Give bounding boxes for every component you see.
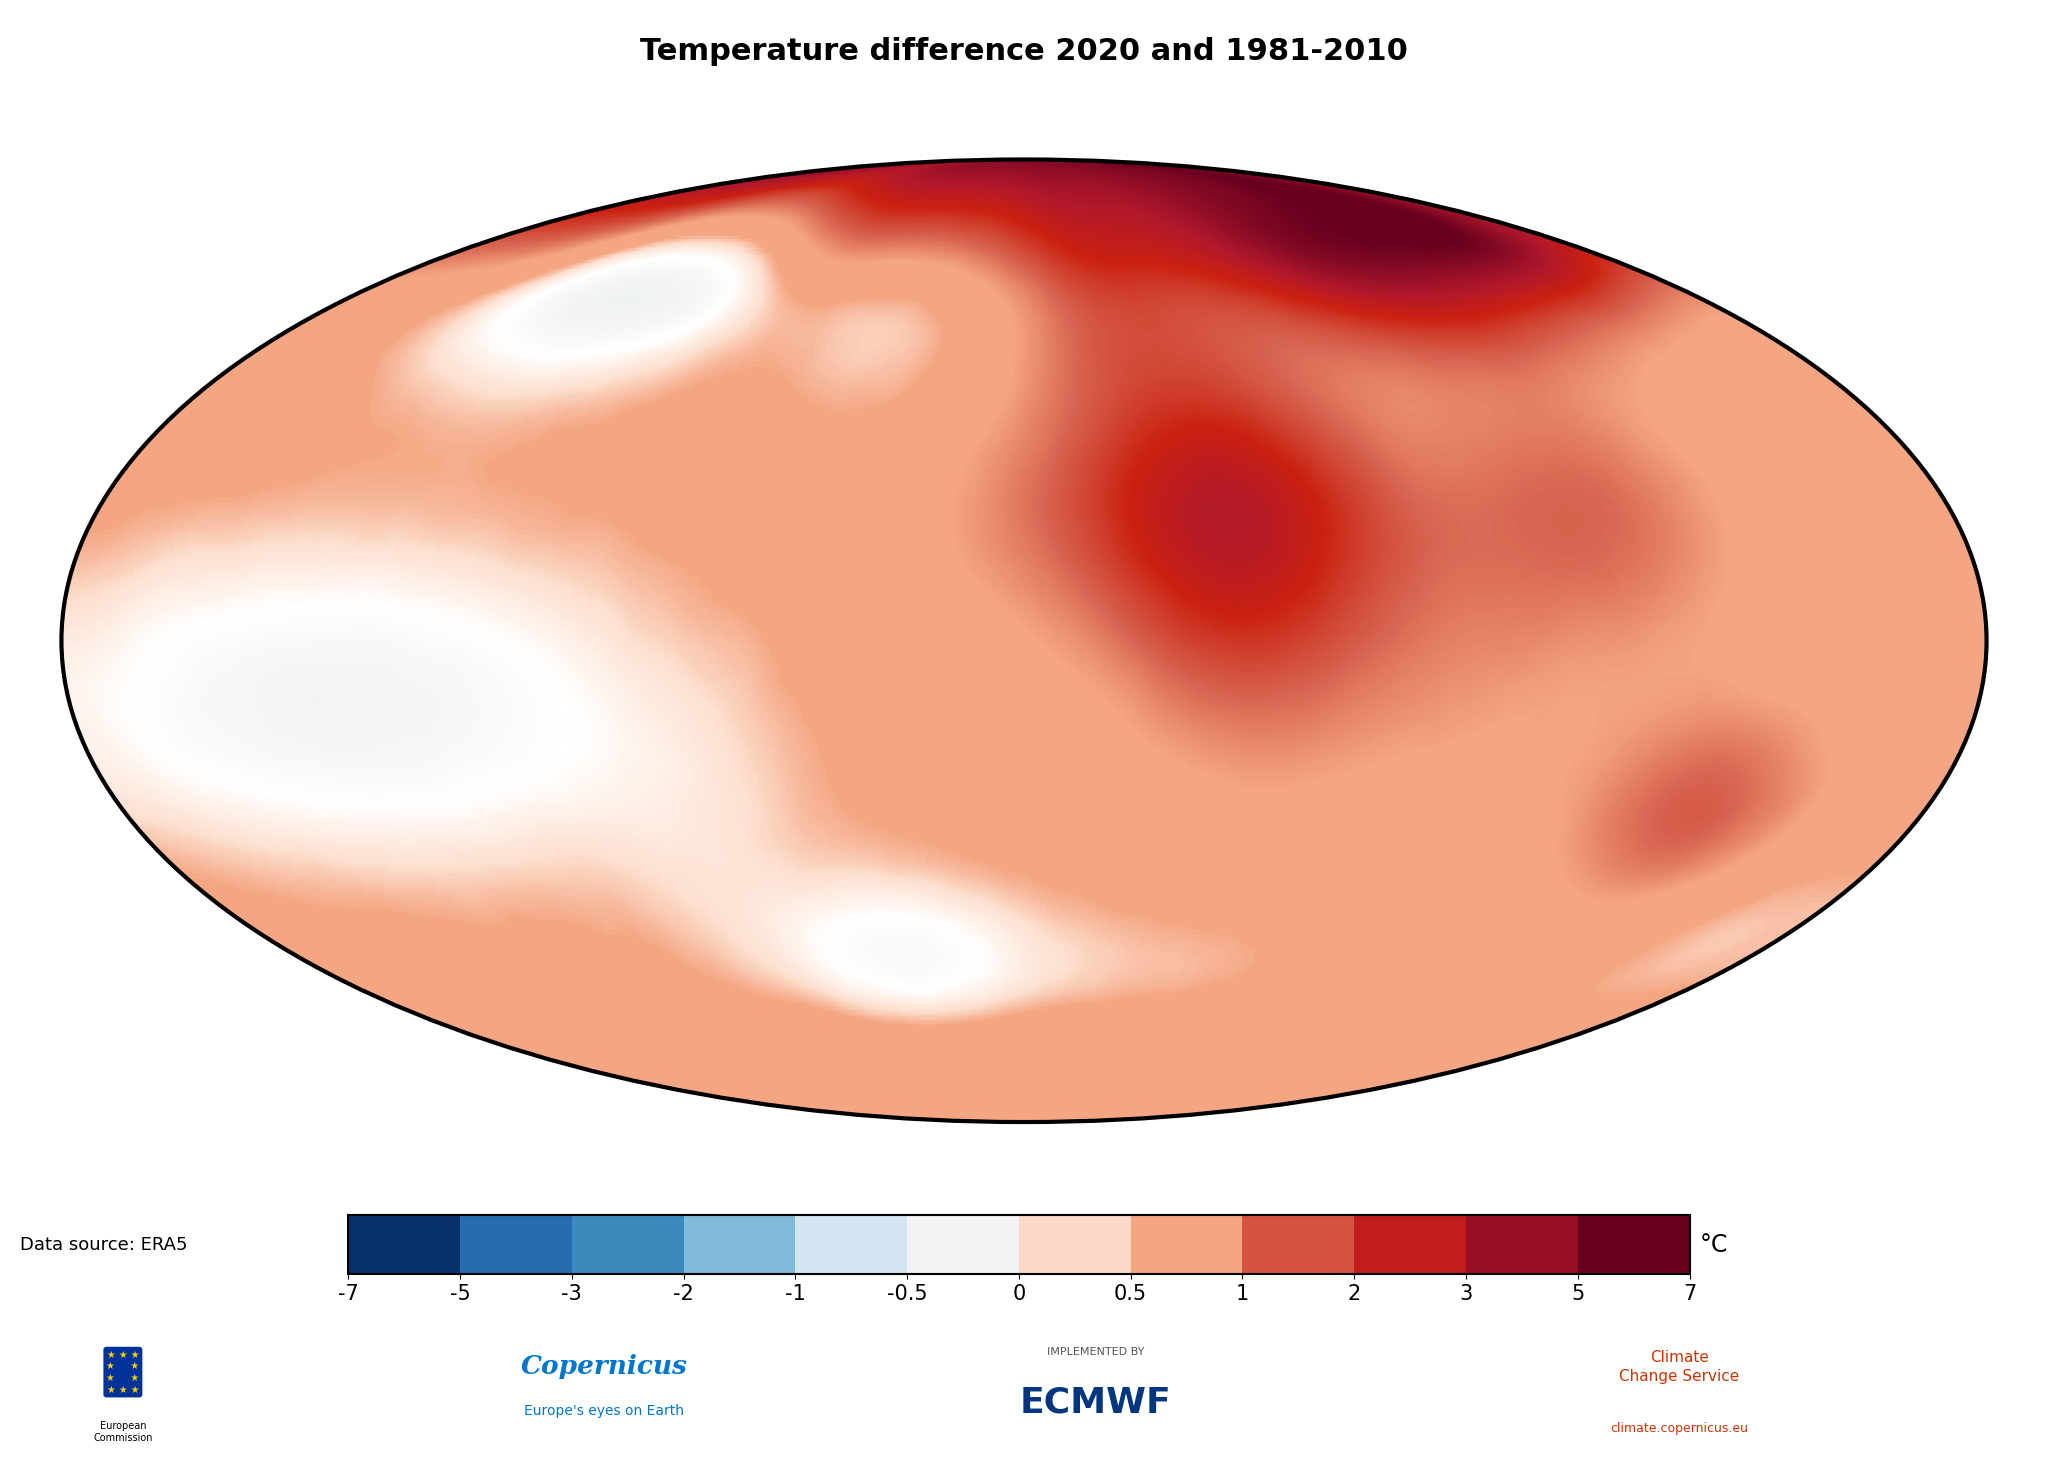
Text: Climate
Change Service: Climate Change Service [1620,1349,1739,1385]
Text: Temperature difference 2020 and 1981-2010: Temperature difference 2020 and 1981-201… [641,37,1407,66]
Text: Europe's eyes on Earth: Europe's eyes on Earth [524,1404,684,1418]
Text: ECMWF: ECMWF [1020,1385,1171,1420]
Text: climate.copernicus.eu: climate.copernicus.eu [1610,1423,1749,1435]
Text: Copernicus: Copernicus [520,1355,688,1379]
Text: Data source: ERA5: Data source: ERA5 [20,1236,188,1254]
Text: ★ ★ ★
★     ★
★     ★
★ ★ ★: ★ ★ ★ ★ ★ ★ ★ ★ ★ ★ [106,1349,139,1395]
Text: IMPLEMENTED BY: IMPLEMENTED BY [1047,1348,1145,1357]
Text: European
Commission: European Commission [92,1421,154,1442]
Text: °C: °C [1700,1233,1729,1256]
